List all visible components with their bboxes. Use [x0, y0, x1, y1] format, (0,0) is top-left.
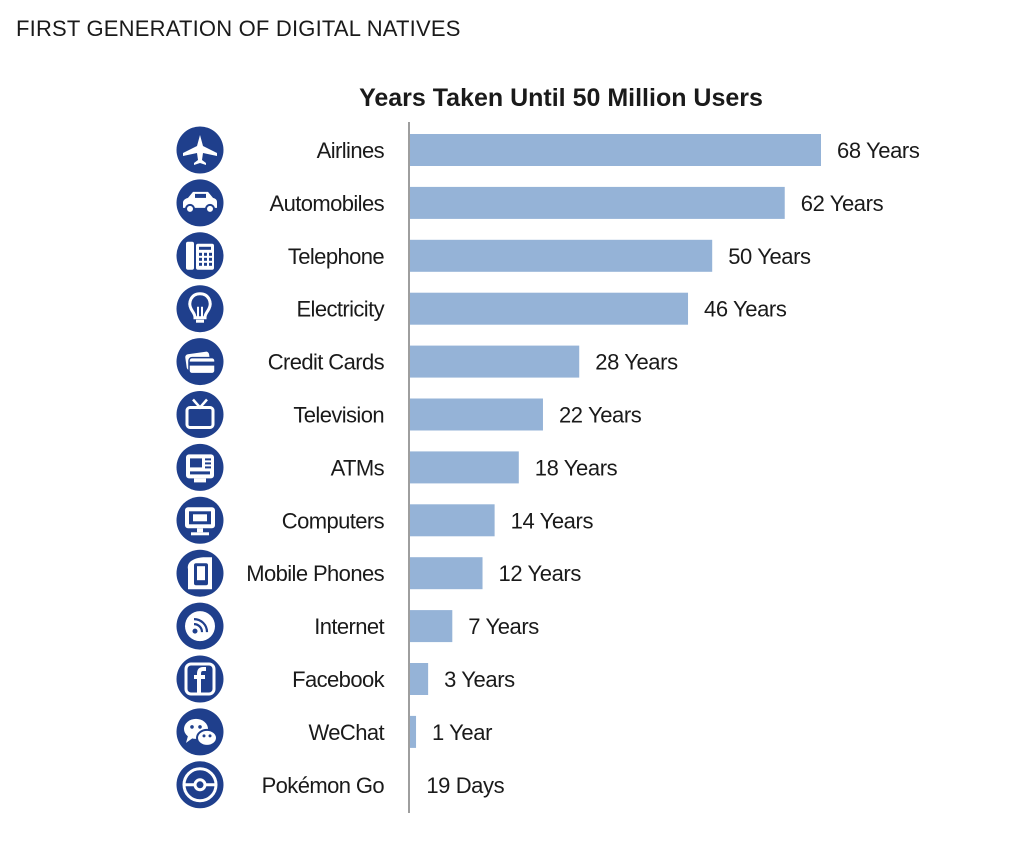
lightbulb-icon	[176, 285, 224, 333]
value-label: 46 Years	[704, 297, 787, 322]
bar	[410, 715, 417, 748]
value-label: 19 Days	[426, 773, 504, 798]
chart-title: Years Taken Until 50 Million Users	[359, 84, 763, 112]
category-label: ATMs	[331, 455, 385, 480]
category-label: Electricity	[296, 297, 384, 322]
car-icon	[176, 179, 224, 227]
bar	[410, 557, 483, 590]
telephone-icon	[176, 232, 224, 280]
value-label: 1 Year	[432, 720, 492, 745]
facebook-icon	[176, 655, 224, 703]
bar	[410, 451, 519, 484]
television-icon	[176, 391, 224, 438]
value-label: 7 Years	[468, 614, 539, 639]
value-label: 28 Years	[595, 350, 678, 375]
bar	[410, 345, 580, 378]
bar	[410, 504, 495, 537]
category-label: Automobiles	[270, 191, 385, 216]
mobile-phone-icon	[176, 549, 224, 597]
bar	[410, 186, 785, 219]
category-label: Internet	[314, 614, 384, 639]
category-label: WeChat	[309, 720, 385, 745]
category-label: Facebook	[292, 667, 385, 692]
airplane-icon	[176, 126, 224, 174]
bar	[410, 610, 453, 643]
wechat-icon	[176, 708, 224, 756]
value-label: 68 Years	[837, 138, 920, 163]
value-label: 14 Years	[511, 508, 594, 533]
bar	[410, 134, 821, 166]
category-label: Telephone	[288, 244, 384, 269]
computer-icon	[176, 496, 224, 544]
atm-icon	[176, 443, 224, 491]
pokeball-icon	[176, 761, 224, 809]
internet-icon	[176, 602, 224, 650]
value-label: 18 Years	[535, 455, 618, 480]
value-label: 22 Years	[559, 403, 642, 428]
value-label: 3 Years	[444, 667, 515, 692]
bar	[410, 239, 713, 272]
category-label: Mobile Phones	[246, 561, 384, 586]
category-label: Computers	[282, 508, 385, 533]
value-label: 50 Years	[728, 244, 811, 269]
value-label: 12 Years	[499, 561, 582, 586]
category-label: Pokémon Go	[262, 773, 385, 798]
credit-card-icon	[176, 338, 224, 386]
category-label: Airlines	[317, 138, 385, 163]
bar	[410, 292, 689, 325]
category-label: Television	[293, 403, 384, 428]
value-label: 62 Years	[801, 191, 884, 216]
category-label: Credit Cards	[268, 350, 385, 375]
page-heading: FIRST GENERATION OF DIGITAL NATIVES	[16, 16, 461, 41]
bar	[410, 398, 543, 431]
bar	[410, 663, 429, 695]
